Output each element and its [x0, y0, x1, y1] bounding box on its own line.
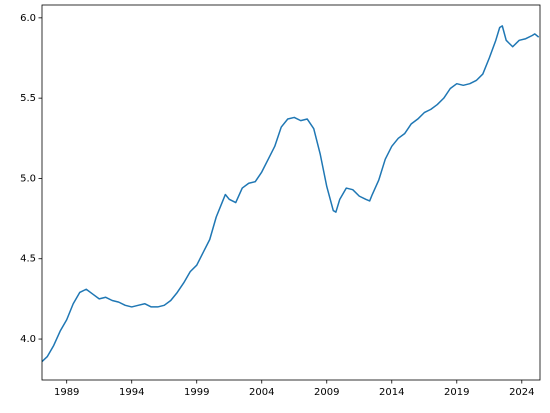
y-tick-label: 5.0 — [20, 173, 36, 184]
x-tick-label: 1999 — [184, 387, 209, 398]
y-tick-label: 6.0 — [20, 13, 36, 24]
line-series — [42, 25, 540, 363]
x-tick-label: 2019 — [444, 387, 469, 398]
x-tick-label: 2024 — [509, 387, 534, 398]
y-tick-label: 4.0 — [20, 334, 36, 345]
x-tick-label: 1989 — [54, 387, 79, 398]
x-tick-label: 1994 — [119, 387, 144, 398]
y-tick-label: 4.5 — [20, 254, 36, 265]
x-tick-label: 2009 — [314, 387, 339, 398]
x-tick-label: 2014 — [379, 387, 404, 398]
x-tick-label: 2004 — [249, 387, 274, 398]
y-tick-label: 5.5 — [20, 93, 36, 104]
plot-frame — [41, 4, 541, 381]
